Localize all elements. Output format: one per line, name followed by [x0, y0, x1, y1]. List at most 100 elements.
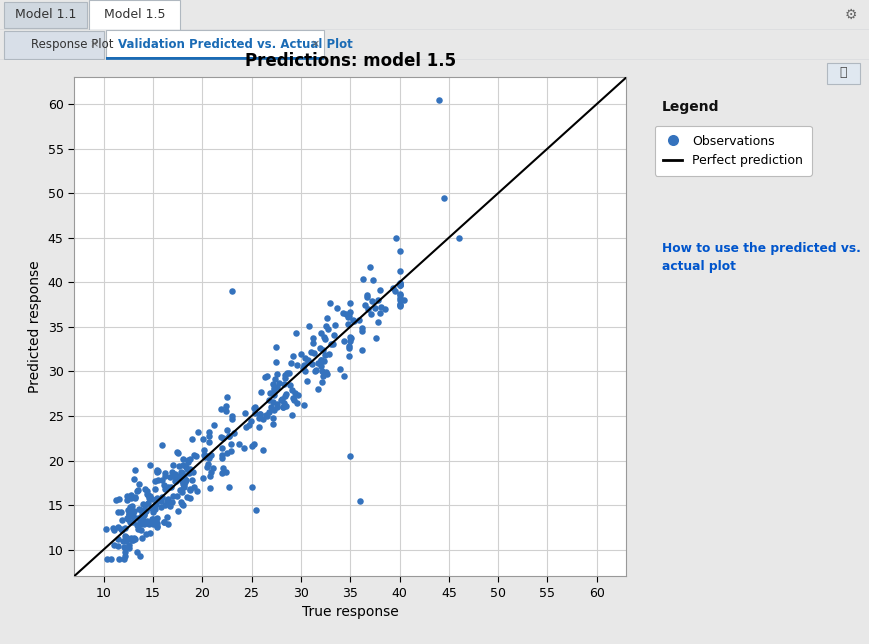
Point	[373, 308, 387, 319]
Point	[109, 495, 123, 506]
Point	[285, 410, 299, 421]
Point	[432, 95, 446, 105]
Point	[300, 376, 314, 386]
Point	[133, 551, 147, 562]
Point	[114, 507, 128, 517]
Point	[115, 525, 129, 535]
Point	[107, 540, 121, 551]
Point	[104, 553, 118, 564]
Point	[112, 553, 126, 564]
Point	[163, 501, 176, 511]
Point	[218, 467, 232, 477]
Point	[318, 334, 332, 345]
Point	[266, 413, 280, 423]
Point	[174, 467, 188, 477]
Point	[144, 503, 158, 513]
Point	[141, 498, 155, 508]
Point	[196, 433, 209, 444]
Point	[277, 379, 291, 390]
X-axis label: True response: True response	[302, 605, 398, 620]
Point	[172, 461, 186, 471]
Point	[327, 330, 341, 340]
Point	[269, 357, 282, 368]
Point	[397, 295, 411, 305]
Point	[272, 377, 286, 388]
Point	[227, 428, 241, 439]
Point	[149, 493, 163, 504]
Point	[124, 500, 138, 511]
Point	[317, 332, 331, 343]
Point	[293, 348, 307, 359]
FancyBboxPatch shape	[826, 62, 859, 84]
Point	[165, 497, 179, 507]
Point	[161, 494, 175, 504]
Point	[121, 505, 135, 515]
Point	[155, 475, 169, 485]
Point	[133, 513, 147, 524]
Point	[149, 513, 163, 524]
Point	[158, 484, 172, 495]
Point	[138, 500, 152, 510]
Point	[204, 467, 218, 477]
Point	[146, 518, 160, 529]
Text: Model 1.1: Model 1.1	[15, 8, 76, 21]
Point	[249, 504, 263, 515]
Point	[145, 514, 159, 524]
Point	[131, 513, 145, 524]
Point	[372, 285, 386, 295]
Point	[277, 390, 291, 401]
Point	[115, 515, 129, 526]
Point	[275, 393, 289, 404]
Point	[155, 492, 169, 502]
Point	[236, 443, 250, 453]
Text: ×: ×	[90, 39, 98, 50]
Point	[237, 408, 251, 419]
Point	[176, 471, 190, 482]
Point	[131, 524, 145, 535]
Point	[131, 519, 145, 529]
Point	[317, 355, 331, 366]
Point	[262, 395, 275, 406]
Point	[389, 233, 403, 243]
Point	[339, 309, 353, 319]
Point	[311, 358, 325, 368]
Point	[128, 492, 142, 502]
Point	[202, 471, 216, 481]
Point	[392, 279, 406, 290]
Point	[253, 408, 267, 419]
Point	[136, 515, 149, 525]
Y-axis label: Predicted response: Predicted response	[28, 261, 42, 393]
Point	[150, 518, 164, 529]
Point	[125, 535, 139, 545]
Point	[128, 464, 142, 475]
Point	[139, 506, 153, 516]
FancyBboxPatch shape	[4, 3, 87, 28]
Point	[247, 439, 261, 449]
Point	[255, 414, 269, 424]
Point	[114, 524, 128, 534]
Point	[224, 446, 238, 457]
Point	[176, 460, 189, 470]
Point	[215, 450, 229, 460]
Point	[289, 328, 302, 338]
Point	[143, 493, 156, 503]
Point	[189, 486, 203, 496]
Point	[266, 379, 280, 389]
Point	[135, 509, 149, 519]
Point	[126, 507, 140, 517]
FancyBboxPatch shape	[4, 32, 104, 59]
Point	[388, 285, 402, 296]
Point	[286, 395, 300, 405]
Point	[155, 440, 169, 450]
Point	[392, 293, 406, 303]
Point	[177, 477, 191, 487]
Point	[158, 471, 172, 481]
Point	[306, 333, 320, 343]
Point	[127, 474, 141, 484]
Point	[171, 506, 185, 516]
Point	[99, 524, 113, 535]
Point	[202, 483, 216, 493]
Point	[392, 245, 406, 256]
Point	[183, 454, 197, 464]
Point	[280, 368, 294, 378]
